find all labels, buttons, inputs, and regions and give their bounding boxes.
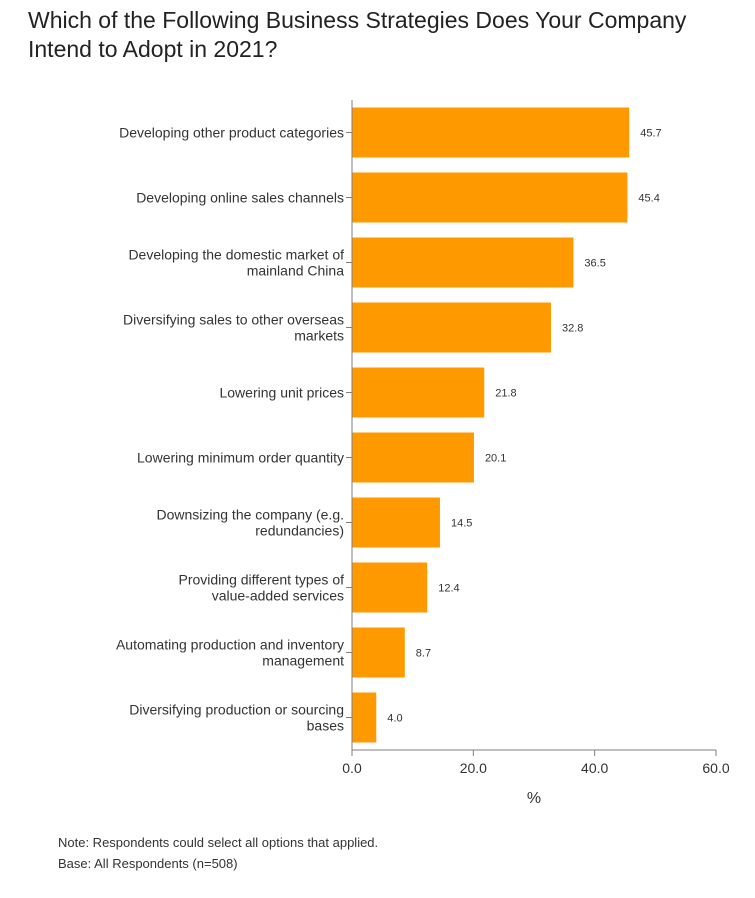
- x-tick-label: 20.0: [460, 760, 487, 776]
- bar: [352, 627, 405, 678]
- x-axis: 0.0 20.0 40.0 60.0: [342, 749, 730, 776]
- bar: [352, 497, 440, 548]
- data-label: 12.4: [438, 583, 459, 595]
- data-label: 45.7: [640, 128, 661, 140]
- bar: [352, 432, 474, 483]
- data-label: 20.1: [485, 453, 506, 465]
- category-label: Developing other product categories: [119, 125, 344, 141]
- bar: [352, 692, 377, 743]
- value-labels-layer: 45.7 45.4 36.5 32.8 21.8 20.1 14.5 12.4 8.7 4.0: [387, 128, 661, 725]
- footnote-note: Note: Respondents could select all optio…: [58, 835, 379, 850]
- data-label: 8.7: [416, 648, 431, 660]
- data-label: 32.8: [562, 323, 583, 335]
- data-label: 21.8: [495, 388, 516, 400]
- category-label: Automating production and inventory manag…: [116, 637, 344, 669]
- x-tick-label: 40.0: [581, 760, 608, 776]
- footnote-base: Base: All Respondents (n=508): [58, 856, 238, 871]
- bar: [352, 302, 551, 353]
- chart-title: Which of the Following Business Strategi…: [28, 7, 687, 62]
- y-axis: Developing other product categories Devel…: [116, 100, 353, 750]
- data-label: 36.5: [584, 258, 605, 270]
- bar-chart: 45.7 45.4 36.5 32.8 21.8 20.1 14.5 12.4 8.7 4.0 D…: [116, 100, 730, 807]
- category-label: Lowering minimum order quantity: [137, 450, 344, 466]
- footnotes: Note: Respondents could select all optio…: [58, 832, 378, 874]
- bar: [352, 172, 628, 223]
- category-label: Developing online sales channels: [136, 190, 344, 206]
- x-axis-title: %: [527, 790, 541, 807]
- category-label: Diversifying sales to other overseas mark…: [123, 312, 344, 344]
- x-tick-label: 0.0: [342, 760, 362, 776]
- category-label: Downsizing the company (e.g. redundancies…: [156, 507, 344, 539]
- category-label: Providing different types of value-added …: [178, 572, 344, 604]
- bar: [352, 562, 428, 613]
- bar: [352, 367, 485, 418]
- data-label: 4.0: [387, 713, 402, 725]
- data-label: 14.5: [451, 518, 472, 530]
- bars-layer: [352, 107, 630, 743]
- bar: [352, 237, 574, 288]
- bar: [352, 107, 630, 158]
- category-label: Lowering unit prices: [219, 385, 344, 401]
- data-label: 45.4: [638, 193, 659, 205]
- category-label: Diversifying production or sourcing bases: [129, 702, 344, 734]
- x-tick-label: 60.0: [702, 760, 729, 776]
- category-label: Developing the domestic market of mainlan…: [128, 247, 344, 279]
